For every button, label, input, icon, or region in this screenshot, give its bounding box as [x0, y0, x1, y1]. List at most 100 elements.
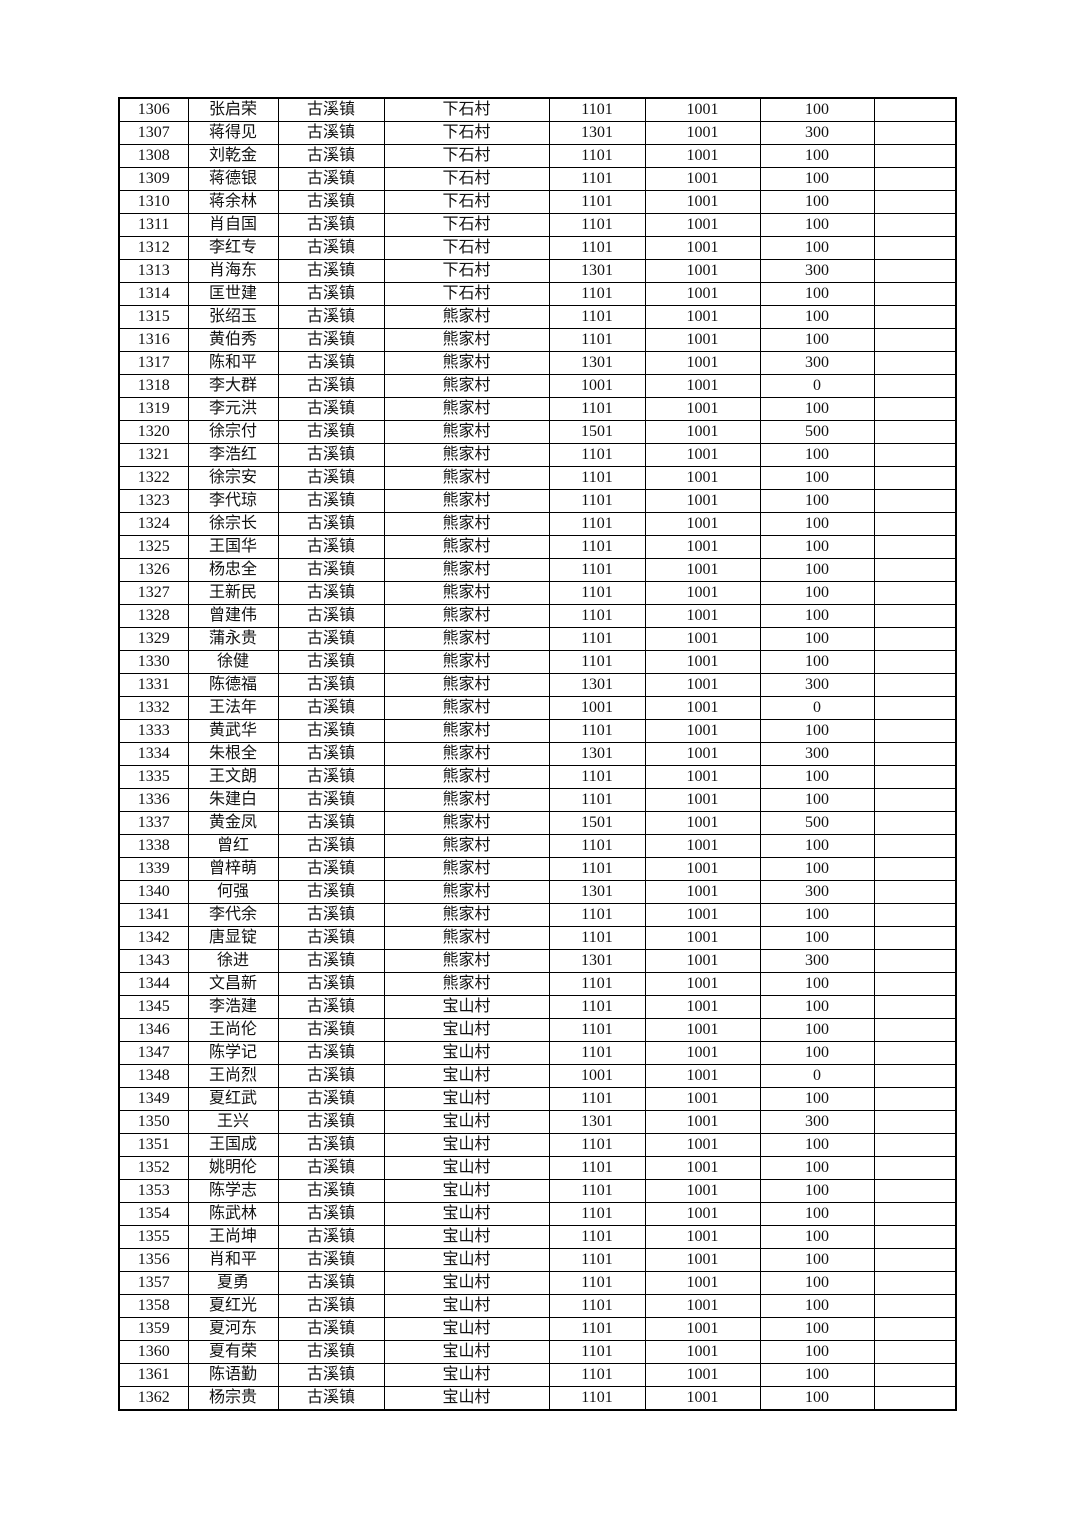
town: 古溪镇 — [277, 1064, 385, 1088]
table-row: 1359 夏河东 古溪镇 宝山村 1101 1001 100 — [118, 1317, 957, 1341]
code-b: 1001 — [644, 397, 761, 421]
table-row: 1352 姚明伦 古溪镇 宝山村 1101 1001 100 — [118, 1156, 957, 1180]
code-a: 1101 — [548, 627, 646, 651]
code-a: 1101 — [548, 282, 646, 306]
town: 古溪镇 — [277, 236, 385, 260]
code-b: 1001 — [644, 811, 761, 835]
code-b: 1001 — [644, 1386, 761, 1411]
village: 熊家村 — [383, 581, 550, 605]
code-a: 1101 — [548, 1317, 646, 1341]
town: 古溪镇 — [277, 696, 385, 720]
town: 古溪镇 — [277, 811, 385, 835]
village: 宝山村 — [383, 1271, 550, 1295]
row-number: 1306 — [118, 97, 189, 122]
village: 熊家村 — [383, 535, 550, 559]
code-a: 1101 — [548, 765, 646, 789]
village: 熊家村 — [383, 880, 550, 904]
village: 熊家村 — [383, 765, 550, 789]
town: 古溪镇 — [277, 443, 385, 467]
amount: 100 — [759, 97, 875, 122]
person-name: 曾建伟 — [187, 604, 279, 628]
row-number: 1319 — [118, 397, 189, 421]
person-name: 夏红武 — [187, 1087, 279, 1111]
person-name: 肖自国 — [187, 213, 279, 237]
code-b: 1001 — [644, 719, 761, 743]
table-row: 1362 杨宗贵 古溪镇 宝山村 1101 1001 100 — [118, 1386, 957, 1411]
empty-cell — [873, 857, 957, 881]
amount: 100 — [759, 1317, 875, 1341]
empty-cell — [873, 995, 957, 1019]
table-row: 1333 黄武华 古溪镇 熊家村 1101 1001 100 — [118, 719, 957, 743]
person-name: 刘乾金 — [187, 144, 279, 168]
table-row: 1327 王新民 古溪镇 熊家村 1101 1001 100 — [118, 581, 957, 605]
person-name: 王文朗 — [187, 765, 279, 789]
table-row: 1335 王文朗 古溪镇 熊家村 1101 1001 100 — [118, 765, 957, 789]
person-name: 蒋德银 — [187, 167, 279, 191]
person-name: 王新民 — [187, 581, 279, 605]
amount: 300 — [759, 673, 875, 697]
empty-cell — [873, 834, 957, 858]
amount: 100 — [759, 443, 875, 467]
row-number: 1357 — [118, 1271, 189, 1295]
empty-cell — [873, 489, 957, 513]
amount: 100 — [759, 1041, 875, 1065]
code-b: 1001 — [644, 604, 761, 628]
table-row: 1312 李红专 古溪镇 下石村 1101 1001 100 — [118, 236, 957, 260]
empty-cell — [873, 512, 957, 536]
code-b: 1001 — [644, 167, 761, 191]
village: 熊家村 — [383, 857, 550, 881]
row-number: 1312 — [118, 236, 189, 260]
row-number: 1349 — [118, 1087, 189, 1111]
person-name: 王尚坤 — [187, 1225, 279, 1249]
empty-cell — [873, 788, 957, 812]
code-a: 1301 — [548, 742, 646, 766]
town: 古溪镇 — [277, 489, 385, 513]
town: 古溪镇 — [277, 1156, 385, 1180]
table-row: 1337 黄金凤 古溪镇 熊家村 1501 1001 500 — [118, 811, 957, 835]
person-name: 朱根全 — [187, 742, 279, 766]
village: 熊家村 — [383, 627, 550, 651]
row-number: 1332 — [118, 696, 189, 720]
amount: 100 — [759, 1225, 875, 1249]
person-name: 王尚烈 — [187, 1064, 279, 1088]
town: 古溪镇 — [277, 213, 385, 237]
amount: 100 — [759, 1248, 875, 1272]
code-a: 1001 — [548, 374, 646, 398]
row-number: 1350 — [118, 1110, 189, 1134]
amount: 100 — [759, 305, 875, 329]
amount: 100 — [759, 1386, 875, 1411]
town: 古溪镇 — [277, 1202, 385, 1226]
person-name: 陈学志 — [187, 1179, 279, 1203]
table-row: 1342 唐显锭 古溪镇 熊家村 1101 1001 100 — [118, 926, 957, 950]
code-b: 1001 — [644, 1271, 761, 1295]
village: 熊家村 — [383, 650, 550, 674]
row-number: 1333 — [118, 719, 189, 743]
amount: 500 — [759, 811, 875, 835]
row-number: 1338 — [118, 834, 189, 858]
village: 宝山村 — [383, 1087, 550, 1111]
code-a: 1101 — [548, 604, 646, 628]
person-name: 陈武林 — [187, 1202, 279, 1226]
amount: 500 — [759, 420, 875, 444]
code-a: 1101 — [548, 397, 646, 421]
amount: 0 — [759, 374, 875, 398]
town: 古溪镇 — [277, 581, 385, 605]
village: 熊家村 — [383, 903, 550, 927]
town: 古溪镇 — [277, 328, 385, 352]
code-a: 1101 — [548, 512, 646, 536]
empty-cell — [873, 259, 957, 283]
row-number: 1322 — [118, 466, 189, 490]
row-number: 1353 — [118, 1179, 189, 1203]
empty-cell — [873, 374, 957, 398]
empty-cell — [873, 604, 957, 628]
row-number: 1342 — [118, 926, 189, 950]
amount: 100 — [759, 719, 875, 743]
town: 古溪镇 — [277, 1110, 385, 1134]
amount: 100 — [759, 512, 875, 536]
table-row: 1306 张启荣 古溪镇 下石村 1101 1001 100 — [118, 97, 957, 122]
table-row: 1321 李浩红 古溪镇 熊家村 1101 1001 100 — [118, 443, 957, 467]
amount: 300 — [759, 949, 875, 973]
amount: 100 — [759, 1271, 875, 1295]
table-row: 1347 陈学记 古溪镇 宝山村 1101 1001 100 — [118, 1041, 957, 1065]
table-row: 1311 肖自国 古溪镇 下石村 1101 1001 100 — [118, 213, 957, 237]
